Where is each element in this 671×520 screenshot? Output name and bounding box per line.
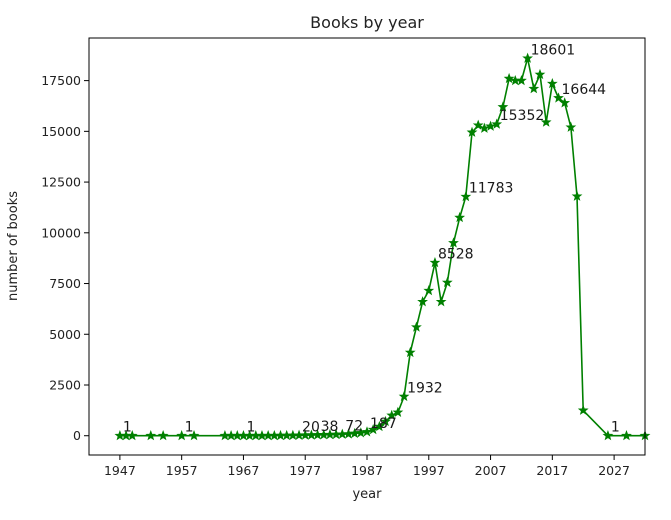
x-tick-label: 1947	[104, 463, 136, 478]
data-label: 16644	[562, 82, 607, 98]
x-tick-label: 1977	[289, 463, 321, 478]
data-point-marker	[361, 426, 373, 437]
data-label: 11783	[469, 181, 514, 197]
x-tick-label: 1967	[228, 463, 260, 478]
data-point-marker	[571, 190, 583, 201]
data-point-marker	[441, 276, 453, 288]
data-point-marker	[380, 415, 391, 427]
data-label: 1	[611, 420, 620, 436]
y-tick-label: 10000	[41, 225, 81, 240]
data-point-marker	[485, 120, 496, 131]
data-point-marker	[559, 97, 571, 108]
data-labels: 1 1 1 20 38 72 187 1932 8528 11783 15352 18601 16644…	[123, 42, 620, 435]
data-point-marker	[516, 74, 527, 86]
data-point-marker	[157, 430, 169, 441]
data-point-marker	[454, 211, 466, 223]
y-tick-label: 15000	[41, 124, 81, 139]
chart-title: Books by year	[310, 13, 424, 32]
y-tick-label: 17500	[41, 73, 81, 88]
data-label: 187	[370, 416, 397, 432]
data-point-marker	[448, 237, 459, 248]
x-tick-label: 2027	[598, 463, 630, 478]
data-point-marker	[423, 284, 435, 296]
y-tick-label: 12500	[41, 175, 81, 190]
data-point-marker	[126, 430, 138, 441]
data-label: 15352	[500, 108, 545, 124]
x-tick-label: 2007	[475, 463, 507, 478]
data-point-marker	[429, 257, 441, 268]
data-label: 1	[123, 420, 132, 436]
x-tick-label: 1997	[413, 463, 445, 478]
data-label: 18601	[531, 42, 576, 58]
data-label: 72	[345, 418, 363, 434]
data-point-marker	[540, 116, 552, 127]
data-point-marker	[553, 92, 564, 103]
data-label: 1	[185, 420, 194, 436]
x-axis-label: year	[352, 487, 382, 502]
data-point-marker	[522, 52, 534, 63]
y-axis-label: number of books	[6, 191, 21, 301]
data-point-marker	[577, 404, 589, 415]
data-point-marker	[528, 83, 540, 94]
data-point-marker	[602, 430, 614, 441]
x-tick-label: 2017	[536, 463, 568, 478]
data-point-marker	[417, 296, 428, 307]
data-point-marker	[176, 430, 188, 441]
data-label: 38	[321, 419, 339, 435]
data-point-marker	[466, 126, 478, 137]
data-point-marker	[497, 101, 509, 112]
x-tick-label: 1987	[351, 463, 383, 478]
data-point-marker	[460, 190, 472, 202]
data-point-marker	[188, 430, 200, 441]
data-point-marker	[386, 409, 398, 421]
data-point-marker	[472, 119, 484, 130]
data-point-marker	[392, 406, 404, 417]
axes-frame	[88, 37, 646, 456]
x-tick-label: 1957	[166, 463, 198, 478]
plot-area	[114, 52, 651, 441]
data-label: 1	[246, 420, 255, 436]
data-label: 8528	[438, 247, 474, 263]
axis-ticks: 1947 1957 1967 1977 1987 1997 2007 2017 2027 0 250…	[41, 73, 630, 478]
data-point-marker	[565, 121, 577, 132]
data-point-marker	[435, 296, 447, 307]
data-point-marker	[621, 430, 632, 441]
data-point-marker	[503, 72, 515, 84]
data-point-marker	[546, 78, 558, 89]
data-point-marker	[404, 346, 416, 358]
data-point-marker	[411, 321, 422, 332]
y-tick-label: 0	[73, 428, 81, 443]
y-tick-label: 5000	[49, 327, 81, 342]
data-label: 1932	[407, 381, 443, 397]
data-point-marker	[398, 390, 410, 402]
data-point-marker	[367, 423, 379, 435]
data-point-marker	[491, 118, 503, 129]
y-tick-label: 7500	[49, 276, 81, 291]
data-point-marker	[478, 122, 490, 133]
data-point-marker	[145, 430, 157, 441]
data-label: 20	[302, 419, 320, 435]
data-point-marker	[534, 68, 546, 80]
y-tick-label: 2500	[49, 377, 81, 392]
